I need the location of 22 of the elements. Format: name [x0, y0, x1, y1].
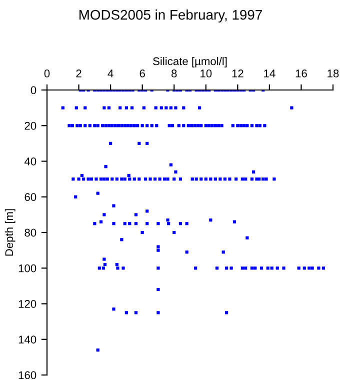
x-axis-title: Silicate [µmol/l] — [153, 57, 227, 68]
y-axis-title: Depth [m] — [4, 209, 16, 256]
y-tick-label: 60 — [24, 193, 36, 202]
x-tick-label: 10 — [200, 70, 212, 78]
x-tick-label: 8 — [172, 70, 177, 78]
x-tick-label: 16 — [296, 70, 307, 78]
y-tick-label: 160 — [18, 371, 36, 380]
y-tick-label: 100 — [18, 264, 36, 272]
x-tick-label: 4 — [108, 70, 114, 78]
x-tick-label: 6 — [140, 70, 145, 78]
x-tick-label: 12 — [232, 70, 244, 78]
y-tick-label: 140 — [18, 336, 36, 344]
y-tick-label: 120 — [18, 300, 36, 308]
y-tick-label: 20 — [24, 122, 36, 130]
x-tick-label: 2 — [76, 70, 82, 78]
x-tick-label: 18 — [328, 70, 339, 78]
y-tick-label: 40 — [24, 158, 36, 166]
y-tick-label: 0 — [30, 86, 36, 94]
x-tick-label: 14 — [264, 70, 276, 78]
y-tick-label: 80 — [24, 228, 36, 237]
x-tick-label: 0 — [44, 70, 50, 78]
chart-title: MODS2005 in February, 1997 — [80, 10, 262, 22]
